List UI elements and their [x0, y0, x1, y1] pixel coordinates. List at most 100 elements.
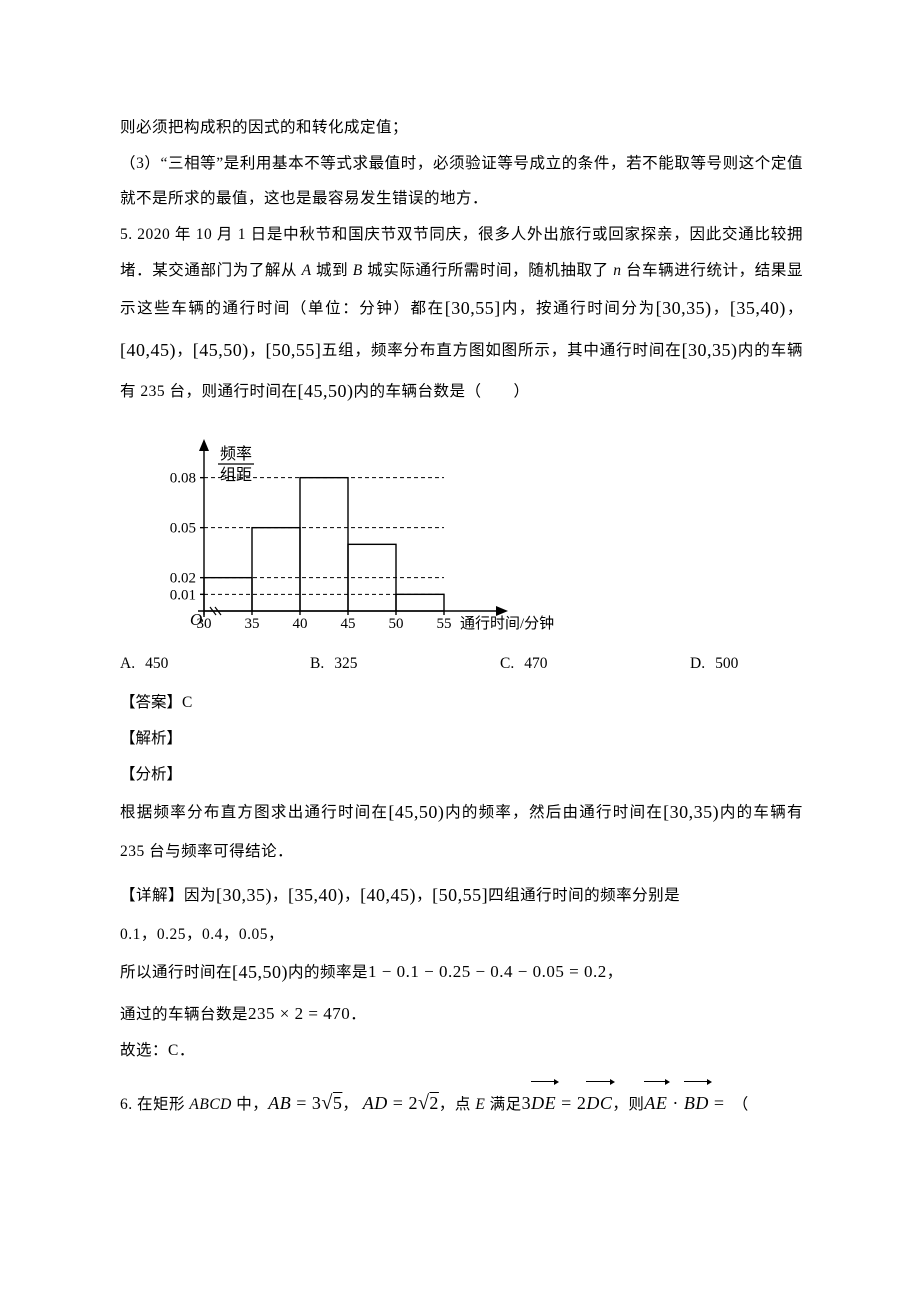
- vec-bd: BD: [684, 1083, 709, 1124]
- city-a: A: [302, 262, 312, 279]
- preamble-line1: 则必须把构成积的因式的和转化成定值；: [120, 110, 803, 146]
- detail-p5: 通过的车辆台数是: [120, 1006, 248, 1023]
- interval-g1-b: [30,35): [682, 340, 738, 360]
- interval-g5-a: [50,55]: [265, 340, 321, 360]
- detail-p1: 因为: [184, 887, 216, 904]
- eq1-eq: =: [291, 1093, 312, 1113]
- comma-e1: ，: [342, 1096, 358, 1113]
- comma-b3: ，: [416, 887, 432, 904]
- vec-dc: DC: [586, 1083, 612, 1124]
- svg-text:通行时间/分钟: 通行时间/分钟: [460, 615, 554, 632]
- q5-analysis: 根据频率分布直方图求出通行时间在[45,50)内的频率，然后由通行时间在[30,…: [120, 792, 803, 869]
- comma-a1: ，: [712, 300, 730, 317]
- interval-g4-a: [45,50): [193, 340, 249, 360]
- interval-g2-d: [35,40): [288, 885, 344, 905]
- comma-a3: ，: [176, 342, 193, 359]
- interval-g4-d: [45,50): [232, 962, 288, 982]
- option-b-value: 325: [334, 655, 357, 673]
- vec-eqf: =: [709, 1093, 725, 1113]
- vec-de: DE: [531, 1083, 556, 1124]
- answer-row: 【答案】C: [120, 685, 803, 721]
- interval-g1-d: [30,35): [216, 885, 272, 905]
- option-d-label: D.: [690, 655, 705, 673]
- comma-b1: ，: [272, 887, 288, 904]
- vec-ae: AE: [644, 1083, 667, 1124]
- interval-g5-d: [50,55]: [432, 885, 488, 905]
- interval-g1-a: [30,35): [656, 298, 712, 318]
- rect-abcd: ABCD: [189, 1096, 231, 1113]
- fenxi-row: 【分析】: [120, 757, 803, 793]
- q6-stem: 6. 在矩形 ABCD 中，AB = 3√5， AD = 2√2，点 E 满足3…: [120, 1080, 803, 1126]
- answer-value: C: [182, 694, 192, 711]
- svg-text:O: O: [190, 610, 202, 629]
- svg-text:0.02: 0.02: [170, 571, 196, 587]
- option-c: C. 470: [500, 655, 690, 673]
- q6-p5: ，则: [612, 1096, 644, 1113]
- q6-p2: 中，: [232, 1096, 268, 1113]
- comma-a4: ，: [249, 342, 266, 359]
- q5-stem-p5: 内，按通行时间分为: [501, 300, 656, 317]
- answer-label: 【答案】: [120, 694, 182, 711]
- eq1-lhs: AB: [268, 1093, 291, 1113]
- q5-detail-values: 0.1，0.25，0.4，0.05，: [120, 917, 803, 953]
- q5-detail-2: 所以通行时间在[45,50)内的频率是1 − 0.1 − 0.25 − 0.4 …: [120, 952, 803, 993]
- q5-stem: 5. 2020 年 10 月 1 日是中秋节和国庆节双节同庆，很多人外出旅行或回…: [120, 217, 803, 412]
- analysis-p1: 根据频率分布直方图求出通行时间在: [120, 804, 388, 821]
- comma-a2: ，: [786, 300, 803, 317]
- option-a: A. 450: [120, 655, 310, 673]
- vec-c2: 2: [577, 1093, 587, 1113]
- jiexi-row: 【解析】: [120, 721, 803, 757]
- comma-c: ，: [607, 964, 623, 981]
- eq2-rad: 2: [429, 1093, 439, 1113]
- detail-p4: 内的频率是: [288, 964, 368, 981]
- svg-text:40: 40: [293, 616, 308, 632]
- point-e: E: [475, 1096, 485, 1113]
- vec-c1: 3: [522, 1093, 532, 1113]
- vec-dot: ·: [667, 1093, 684, 1113]
- detail-p2: 四组通行时间的频率分别是: [488, 887, 680, 904]
- q5-stem-p9: 内的车辆台数是（ ）: [354, 383, 530, 400]
- q5-detail-1: 【详解】因为[30,35)，[35,40)，[40,45)，[50,55]四组通…: [120, 875, 803, 916]
- interval-g3-d: [40,45): [360, 885, 416, 905]
- histogram-svg: 0.010.020.050.08303540455055O频率组距通行时间/分钟: [132, 426, 562, 638]
- option-c-label: C.: [500, 655, 514, 673]
- q6-tail: （: [741, 1096, 749, 1113]
- q5-number: 5.: [120, 226, 133, 243]
- eq1-coeff: 3: [312, 1093, 322, 1113]
- city-b: B: [353, 262, 363, 279]
- detail-p3: 所以通行时间在: [120, 964, 232, 981]
- q5-stem-p2: 城到: [312, 262, 353, 279]
- analysis-p2: 内的频率，然后由通行时间在: [444, 804, 663, 821]
- option-c-value: 470: [524, 655, 547, 673]
- svg-text:0.08: 0.08: [170, 471, 196, 487]
- interval-g4-c: [45,50): [388, 802, 444, 822]
- sqrt-icon-2: √: [418, 1092, 429, 1114]
- svg-text:45: 45: [341, 616, 356, 632]
- option-d-value: 500: [715, 655, 738, 673]
- interval-g3-a: [40,45): [120, 340, 176, 360]
- q6-p1: 在矩形: [133, 1096, 190, 1113]
- svg-text:35: 35: [245, 616, 260, 632]
- interval-g1-c: [30,35): [663, 802, 719, 822]
- svg-text:0.01: 0.01: [170, 588, 196, 604]
- q5-detail-3: 通过的车辆台数是235 × 2 = 470．: [120, 994, 803, 1033]
- vec-eq: =: [556, 1093, 577, 1113]
- comma-b2: ，: [344, 887, 360, 904]
- q5-stem-p7: 五组，频率分布直方图如图所示，其中通行时间在: [321, 342, 681, 359]
- q5-stem-p3: 城实际通行所需时间，随机抽取了: [363, 262, 614, 279]
- svg-text:0.05: 0.05: [170, 521, 196, 537]
- q6-p3: ，点: [439, 1096, 475, 1113]
- freq-expr: 1 − 0.1 − 0.25 − 0.4 − 0.05 = 0.2: [368, 962, 607, 981]
- svg-text:50: 50: [389, 616, 404, 632]
- svg-text:组距: 组距: [220, 466, 252, 484]
- q5-options: A. 450 B.325 C. 470 D. 500: [120, 655, 803, 673]
- option-b: B.325: [310, 655, 500, 673]
- option-a-label: A.: [120, 655, 135, 673]
- eq2-lhs: AD: [363, 1093, 388, 1113]
- q6-number: 6.: [120, 1096, 133, 1113]
- q5-conclude: 故选：C．: [120, 1033, 803, 1069]
- interval-all: [30,55]: [445, 298, 501, 318]
- option-d: D. 500: [690, 655, 738, 673]
- option-a-value: 450: [145, 655, 168, 673]
- svg-text:55: 55: [437, 616, 452, 632]
